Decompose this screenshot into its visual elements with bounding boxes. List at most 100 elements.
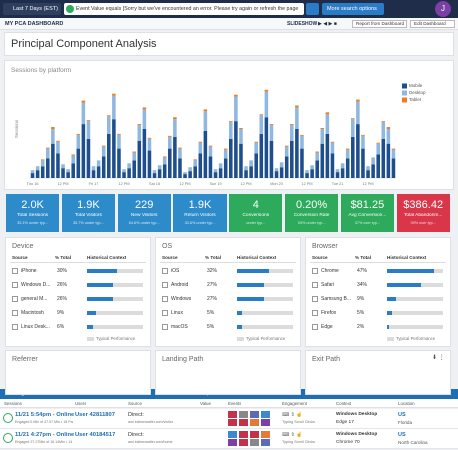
row-checkbox[interactable] <box>312 324 318 330</box>
session-column: Sessions <box>4 401 22 406</box>
row-checkbox[interactable] <box>312 310 318 316</box>
row-checkbox[interactable] <box>12 310 18 316</box>
session-source: Direct: <box>128 412 144 418</box>
row-checkbox[interactable] <box>312 296 318 302</box>
kpi-note: 35.1% under typ... <box>17 221 48 225</box>
column-header: Historical Context <box>87 255 127 260</box>
bar <box>162 156 167 158</box>
bar <box>325 114 330 134</box>
breakdown-panel <box>305 237 451 347</box>
row-checkbox[interactable] <box>12 296 18 302</box>
bar <box>269 124 274 126</box>
row-checkbox[interactable] <box>162 296 168 302</box>
bar <box>112 119 116 178</box>
bar <box>351 118 355 120</box>
play-button[interactable] <box>3 433 13 443</box>
bar <box>178 147 182 149</box>
bar <box>264 91 269 118</box>
row-checkbox[interactable] <box>162 310 168 316</box>
event-tag <box>250 411 259 418</box>
bar <box>86 121 91 139</box>
bar <box>315 151 319 153</box>
bar <box>310 169 314 178</box>
panel-title: Device <box>12 243 34 250</box>
slideshow[interactable]: SLIDESHOW <box>287 21 318 27</box>
search-box[interactable] <box>64 3 304 15</box>
row-name: iPhone <box>21 268 37 274</box>
bar <box>198 153 203 178</box>
session-device: Windows Desktop <box>336 412 378 417</box>
bar <box>320 129 325 144</box>
row-bar <box>87 325 93 329</box>
more-options[interactable]: More search options <box>322 3 384 15</box>
typical-swatch <box>237 337 244 341</box>
bar <box>168 136 172 149</box>
bar <box>71 155 75 164</box>
bar <box>157 165 162 170</box>
bar <box>208 145 213 147</box>
typical-track <box>87 325 143 329</box>
kpi-label: New Visitors <box>130 213 158 218</box>
engagement-icons: ⌨ ⇕ ☝ <box>282 412 303 418</box>
session-column: Location <box>398 401 415 406</box>
bar <box>107 133 111 178</box>
row-checkbox[interactable] <box>162 282 168 288</box>
avatar[interactable]: J <box>435 1 451 17</box>
bar <box>356 124 360 178</box>
typical-label: Typical Performance <box>96 336 136 341</box>
search-button[interactable] <box>306 3 319 15</box>
session-time[interactable]: 11/21 4:27pm - Online <box>15 432 75 438</box>
report-button[interactable]: Report from Dashboard <box>352 20 407 28</box>
bar <box>203 109 208 112</box>
bar <box>35 166 40 171</box>
bar <box>366 170 370 178</box>
bar <box>300 148 304 178</box>
bar <box>234 96 238 122</box>
row-checkbox[interactable] <box>162 324 168 330</box>
session-user[interactable]: User 40184517 <box>75 432 116 438</box>
session-time[interactable]: 11/21 5:54pm - Online <box>15 412 75 418</box>
bar <box>51 127 55 129</box>
bar <box>203 111 208 131</box>
kpi-note: 33.6% under typ... <box>184 221 216 225</box>
bar <box>81 102 86 125</box>
session-engaged: Engaged 27.27Min of 16.14Min • 14 Pages <box>15 440 73 444</box>
bar <box>91 166 96 171</box>
typical-track <box>87 297 143 301</box>
play-button[interactable] <box>3 413 13 423</box>
typical-track <box>237 325 293 329</box>
row-checkbox[interactable] <box>12 324 18 330</box>
bar <box>71 163 75 178</box>
row-checkbox[interactable] <box>312 282 318 288</box>
row-checkbox[interactable] <box>12 268 18 274</box>
date-range[interactable]: Last 7 Days (EST) <box>3 3 61 15</box>
row-bar <box>387 325 389 329</box>
session-column: Source <box>128 401 142 406</box>
kpi-label: Total Abandonm... <box>403 213 443 218</box>
edit-button[interactable]: Edit Dashboard <box>410 20 455 28</box>
panel-title: Referrer <box>12 356 38 363</box>
row-checkbox[interactable] <box>162 268 168 274</box>
bar <box>361 148 365 178</box>
bar <box>229 121 233 123</box>
session-user[interactable]: User 42811807 <box>75 412 115 418</box>
row-name: macOS <box>171 324 188 330</box>
row-percent: 5% <box>207 324 215 330</box>
row-checkbox[interactable] <box>312 268 318 274</box>
row-bar <box>387 311 392 315</box>
row-percent: 26% <box>57 296 68 302</box>
session-column: Engagement <box>282 401 307 406</box>
bar <box>117 134 121 149</box>
slideshow-controls[interactable]: ▶ ◀ ▶ ■ <box>318 21 337 27</box>
bar <box>193 166 197 178</box>
bar <box>218 163 223 169</box>
row-name: Linux <box>171 310 183 316</box>
row-checkbox[interactable] <box>12 282 18 288</box>
bar <box>284 156 289 178</box>
bar <box>234 121 238 178</box>
bar <box>345 158 350 178</box>
session-country: US <box>398 432 406 438</box>
bar <box>330 141 335 143</box>
row-percent: 30% <box>57 268 68 274</box>
kpi-label: Total Visitors <box>74 213 102 218</box>
